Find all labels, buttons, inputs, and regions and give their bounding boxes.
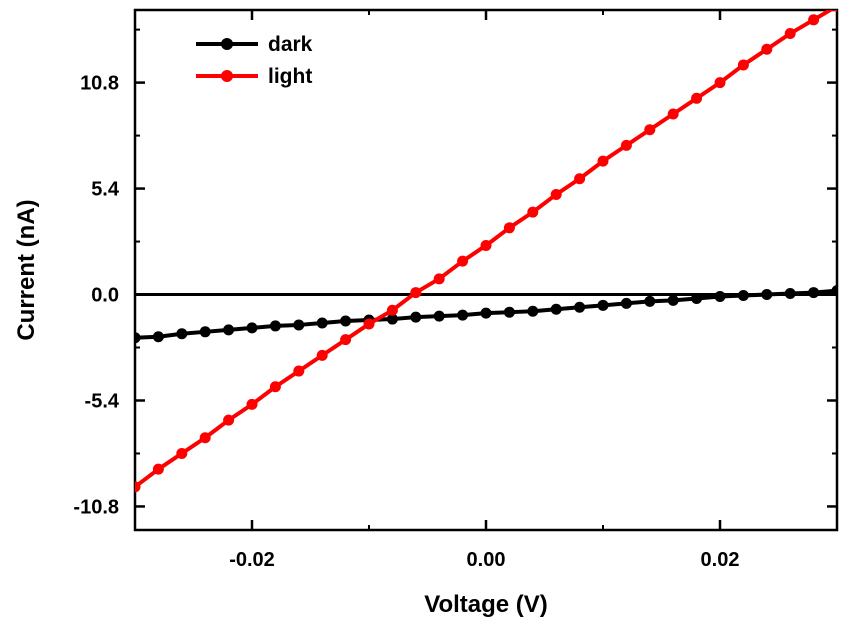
x-tick-label: -0.02	[229, 549, 275, 571]
data-point-light	[714, 77, 726, 89]
y-tick-label: 0.0	[91, 285, 119, 307]
data-point-dark	[620, 297, 632, 309]
data-point-light	[410, 287, 422, 299]
data-point-light	[316, 349, 328, 361]
y-tick-label: 5.4	[91, 179, 120, 201]
data-point-dark	[316, 317, 328, 329]
legend-swatch-marker	[221, 38, 233, 50]
data-point-dark	[199, 326, 211, 338]
data-point-light	[620, 139, 632, 151]
data-point-light	[833, 10, 837, 12]
data-point-dark	[293, 319, 305, 331]
data-point-light	[246, 398, 258, 410]
legend-item-dark: dark	[196, 33, 313, 56]
data-point-dark	[503, 306, 515, 318]
data-point-dark	[340, 315, 352, 327]
y-axis-title: Current (nA)	[13, 199, 40, 340]
data-point-dark	[667, 294, 679, 306]
data-point-dark	[574, 301, 586, 313]
data-point-dark	[433, 310, 445, 322]
data-point-light	[457, 255, 469, 267]
data-point-light	[808, 14, 820, 26]
data-point-dark	[784, 288, 796, 300]
data-point-dark	[246, 322, 258, 334]
data-point-light	[135, 481, 141, 493]
x-tick-label: 0.02	[701, 549, 740, 571]
data-point-dark	[691, 292, 703, 304]
data-point-light	[784, 28, 796, 40]
data-point-dark	[176, 328, 188, 340]
series-light	[135, 10, 837, 493]
axis-ticks	[134, 10, 838, 530]
data-point-light	[363, 318, 375, 330]
x-tick-label: 0.00	[467, 549, 506, 571]
data-point-dark	[550, 303, 562, 315]
data-point-dark	[480, 307, 492, 319]
data-point-dark	[831, 285, 837, 297]
data-point-light	[269, 381, 281, 393]
data-point-light	[340, 334, 352, 346]
y-tick-label: -5.4	[85, 390, 120, 412]
data-point-light	[503, 222, 515, 234]
data-point-light	[293, 365, 305, 377]
data-point-dark	[457, 309, 469, 321]
legend-swatch-marker	[221, 70, 233, 82]
data-point-dark	[714, 290, 726, 302]
series-dark	[135, 285, 837, 344]
data-point-light	[223, 414, 235, 426]
data-point-light	[691, 92, 703, 104]
data-point-light	[550, 188, 562, 200]
legend: dark light	[196, 33, 313, 88]
legend-label: light	[268, 65, 312, 88]
data-point-light	[574, 173, 586, 185]
data-point-dark	[386, 313, 398, 325]
data-point-dark	[269, 320, 281, 332]
data-point-dark	[223, 324, 235, 336]
data-point-light	[199, 432, 211, 444]
data-point-dark	[527, 305, 539, 317]
y-tick-label: -10.8	[73, 496, 119, 518]
legend-item-light: light	[196, 65, 312, 88]
data-point-light	[152, 463, 164, 475]
x-axis-title: Voltage (V)	[424, 591, 548, 618]
data-point-light	[527, 206, 539, 218]
data-point-dark	[135, 332, 141, 344]
data-point-light	[761, 43, 773, 55]
data-point-light	[386, 304, 398, 316]
axis-tick-labels: -0.02 0.00 0.02 -10.8 -5.4 0.0 5.4 10.8	[73, 73, 739, 571]
plot-frame	[133, 8, 839, 532]
legend-label: dark	[268, 33, 313, 56]
data-point-dark	[808, 287, 820, 299]
data-point-dark	[761, 289, 773, 301]
data-point-dark	[152, 331, 164, 343]
data-point-light	[480, 239, 492, 251]
data-point-dark	[737, 290, 749, 302]
data-point-light	[737, 59, 749, 71]
data-point-light	[667, 108, 679, 120]
y-tick-label: 10.8	[80, 73, 119, 95]
data-point-dark	[644, 295, 656, 307]
data-point-dark	[410, 311, 422, 323]
data-point-dark	[597, 299, 609, 311]
series-layer	[135, 10, 837, 493]
data-point-light	[597, 155, 609, 167]
data-point-light	[644, 124, 656, 136]
data-point-light	[176, 447, 188, 459]
data-point-light	[433, 273, 445, 285]
